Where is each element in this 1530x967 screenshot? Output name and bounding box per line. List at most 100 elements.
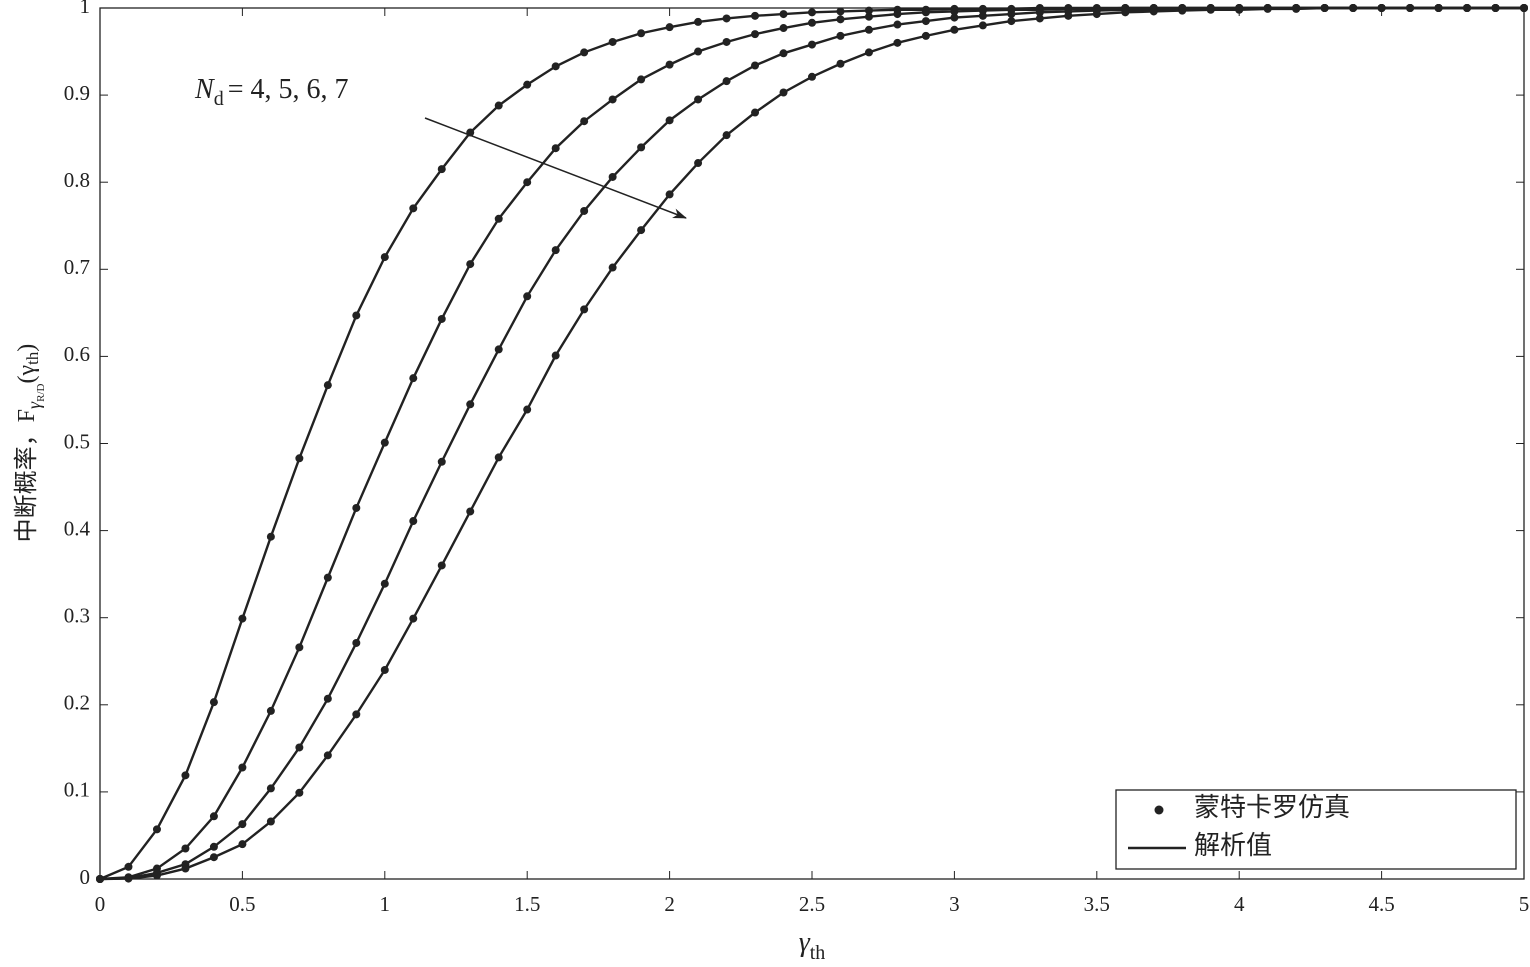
simulation-dot xyxy=(665,60,674,69)
simulation-dot xyxy=(950,13,959,22)
simulation-dot xyxy=(409,204,418,213)
simulation-dot xyxy=(238,763,247,772)
x-tick-label: 2 xyxy=(664,892,675,916)
simulation-dot xyxy=(209,812,218,821)
simulation-dot xyxy=(580,305,589,314)
simulation-dot xyxy=(466,128,475,137)
simulation-dot xyxy=(1263,4,1272,13)
simulation-dot xyxy=(437,314,446,323)
simulation-dot xyxy=(295,788,304,797)
simulation-dot xyxy=(722,37,731,46)
simulation-dot xyxy=(380,438,389,447)
simulation-dot xyxy=(580,117,589,126)
simulation-dot xyxy=(722,77,731,86)
simulation-dot xyxy=(124,862,133,871)
y-tick-label: 0.9 xyxy=(64,81,90,105)
simulation-dot xyxy=(1007,17,1016,26)
x-tick-label: 4 xyxy=(1234,892,1245,916)
simulation-dot xyxy=(409,517,418,526)
y-tick-label: 0.7 xyxy=(64,255,90,279)
simulation-dot xyxy=(694,95,703,104)
simulation-dot xyxy=(1406,4,1415,12)
simulation-dot xyxy=(1178,6,1187,15)
simulation-dot xyxy=(181,771,190,780)
simulation-dot xyxy=(1520,4,1528,12)
simulation-dot xyxy=(523,292,532,301)
simulation-dot xyxy=(751,108,760,117)
simulation-dot xyxy=(1149,7,1158,16)
simulation-dot xyxy=(551,246,560,255)
simulation-dot xyxy=(1235,5,1244,14)
simulation-dot xyxy=(152,871,161,880)
simulation-dot xyxy=(295,643,304,652)
simulation-dot xyxy=(1092,10,1101,19)
simulation-dot xyxy=(608,172,617,181)
simulation-dot xyxy=(1377,4,1386,12)
simulation-dot xyxy=(295,454,304,463)
plot-frame xyxy=(99,7,1525,880)
simulation-dot xyxy=(608,263,617,272)
x-tick-label: 3.5 xyxy=(1084,892,1110,916)
simulation-dot xyxy=(836,7,845,16)
simulation-dot xyxy=(352,638,361,647)
simulation-dot xyxy=(779,24,788,33)
simulation-dot xyxy=(295,743,304,752)
y-tick-label: 0.3 xyxy=(64,604,90,628)
x-axis-label: γth xyxy=(799,927,826,963)
simulation-dot xyxy=(637,143,646,152)
y-tick-label: 0.8 xyxy=(64,168,90,192)
y-tick-label: 0.1 xyxy=(64,778,90,802)
simulation-dot xyxy=(494,214,503,223)
simulation-dot xyxy=(864,12,873,21)
analytic-line xyxy=(99,6,1524,881)
simulation-dot xyxy=(893,10,902,19)
x-tick-label: 1 xyxy=(380,892,391,916)
simulation-dot xyxy=(864,48,873,57)
simulation-dot xyxy=(238,840,247,849)
simulation-dot xyxy=(722,14,731,23)
legend-box xyxy=(1115,789,1517,870)
simulation-dot xyxy=(779,88,788,97)
simulation-dot xyxy=(209,842,218,851)
simulation-dot xyxy=(323,751,332,760)
annotation: Nd = 4, 5, 6, 7 xyxy=(194,74,348,109)
y-tick-label: 0.6 xyxy=(64,342,90,366)
simulation-dot xyxy=(694,47,703,56)
simulation-dot xyxy=(694,17,703,26)
simulation-dot xyxy=(209,698,218,707)
simulation-dot xyxy=(1121,8,1130,17)
simulation-dot xyxy=(580,48,589,57)
simulation-dot xyxy=(494,453,503,462)
simulation-dot xyxy=(694,159,703,168)
simulation-dot xyxy=(266,532,275,541)
simulation-dot xyxy=(1434,4,1443,12)
simulation-dot xyxy=(921,17,930,26)
simulation-dot xyxy=(978,21,987,30)
simulation-dot xyxy=(380,253,389,262)
analytic-line xyxy=(99,6,1524,881)
simulation-dot xyxy=(124,874,133,883)
simulation-dot xyxy=(466,507,475,516)
simulation-dot xyxy=(1349,4,1358,12)
simulation-dot xyxy=(722,131,731,140)
simulation-dot xyxy=(409,614,418,623)
simulation-dot xyxy=(608,95,617,104)
x-tick-label: 0 xyxy=(95,892,106,916)
simulation-dot xyxy=(523,405,532,414)
simulation-dot xyxy=(580,206,589,215)
y-tick-label: 0 xyxy=(80,865,91,889)
simulation-dot xyxy=(808,40,816,49)
simulation-dot xyxy=(665,23,674,32)
simulation-dot xyxy=(266,784,275,793)
simulation-dot xyxy=(1206,5,1215,14)
simulation-dot xyxy=(352,710,361,719)
simulation-dot xyxy=(323,694,332,703)
y-axis-label: 中断概率，FγR/D(γth) xyxy=(13,344,47,543)
simulation-dot xyxy=(323,381,332,390)
simulation-dot xyxy=(1292,4,1301,13)
simulation-dot xyxy=(637,75,646,84)
simulation-dot xyxy=(637,29,646,38)
